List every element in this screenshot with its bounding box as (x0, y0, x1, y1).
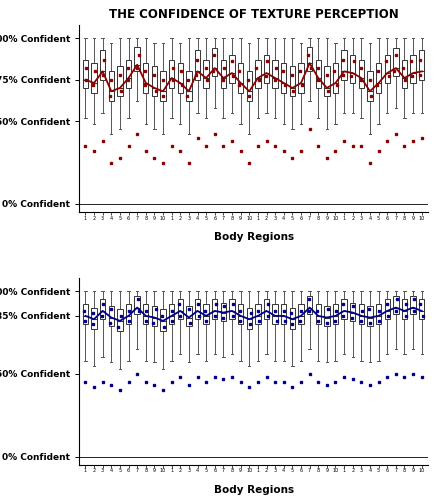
Bar (324, 306, 329, 326)
Bar (135, 46, 140, 72)
Bar (367, 72, 373, 101)
X-axis label: Body Regions: Body Regions (213, 484, 294, 494)
Bar (117, 66, 123, 96)
Bar (402, 60, 407, 88)
Bar (247, 72, 252, 101)
Bar (376, 304, 381, 324)
Bar (186, 72, 191, 101)
Bar (203, 60, 209, 88)
Bar (393, 296, 399, 314)
Bar (143, 304, 149, 324)
Bar (393, 48, 399, 76)
Bar (152, 66, 157, 96)
Bar (220, 60, 226, 88)
Bar (402, 300, 407, 319)
Bar (333, 63, 338, 93)
Bar (169, 60, 174, 88)
Bar (341, 50, 347, 80)
Bar (195, 300, 200, 319)
Bar (100, 50, 105, 80)
Bar (281, 63, 287, 93)
X-axis label: Body Regions: Body Regions (213, 232, 294, 242)
Bar (238, 63, 243, 93)
Bar (264, 55, 269, 83)
Bar (108, 306, 114, 326)
Bar (91, 63, 97, 93)
Bar (290, 308, 295, 329)
Bar (290, 66, 295, 96)
Bar (350, 302, 355, 321)
Bar (411, 55, 416, 83)
Bar (100, 300, 105, 319)
Bar (298, 304, 304, 324)
Bar (316, 304, 321, 324)
Bar (359, 304, 364, 324)
Bar (143, 63, 149, 93)
Bar (350, 55, 355, 83)
Bar (83, 304, 88, 324)
Bar (178, 300, 183, 319)
Bar (341, 300, 347, 319)
Bar (108, 72, 114, 101)
Bar (229, 300, 235, 319)
Bar (419, 300, 424, 319)
Bar (178, 63, 183, 93)
Bar (324, 66, 329, 96)
Bar (91, 308, 97, 329)
Bar (161, 309, 166, 331)
Bar (83, 60, 88, 88)
Bar (195, 50, 200, 80)
Bar (307, 46, 312, 72)
Bar (333, 304, 338, 324)
Bar (220, 302, 226, 321)
Bar (255, 60, 261, 88)
Bar (376, 63, 381, 93)
Bar (212, 48, 217, 76)
Bar (316, 60, 321, 88)
Bar (117, 309, 123, 331)
Bar (359, 60, 364, 88)
Bar (169, 304, 174, 324)
Bar (281, 304, 287, 324)
Bar (419, 50, 424, 80)
Bar (126, 60, 131, 88)
Bar (203, 304, 209, 324)
Bar (273, 60, 278, 88)
Bar (135, 296, 140, 314)
Bar (126, 304, 131, 324)
Bar (161, 72, 166, 101)
Bar (152, 306, 157, 326)
Bar (385, 300, 390, 319)
Bar (307, 296, 312, 314)
Bar (212, 300, 217, 319)
Bar (264, 300, 269, 319)
Bar (298, 63, 304, 93)
Bar (255, 304, 261, 324)
Title: THE CONFIDENCE OF TEXTURE PERCEPTION: THE CONFIDENCE OF TEXTURE PERCEPTION (108, 8, 399, 21)
Bar (229, 55, 235, 83)
Bar (238, 304, 243, 324)
Bar (273, 304, 278, 324)
Bar (186, 306, 191, 326)
Bar (411, 296, 416, 314)
Bar (367, 306, 373, 326)
Bar (385, 55, 390, 83)
Bar (247, 308, 252, 329)
